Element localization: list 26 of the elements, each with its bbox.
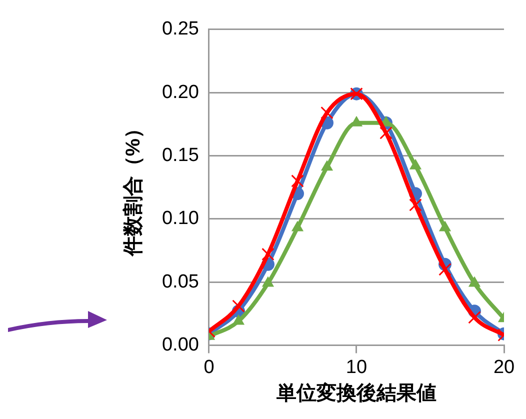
y-tick-label: 0.10 bbox=[162, 208, 199, 230]
x-tick-label: 0 bbox=[204, 356, 214, 378]
y-tick-label: 0.15 bbox=[162, 144, 199, 166]
point bbox=[468, 276, 480, 287]
point bbox=[232, 300, 245, 312]
x-tick-label: 20 bbox=[493, 356, 515, 378]
x-axis-title: 単位変換後結果値 bbox=[275, 382, 436, 405]
point bbox=[439, 221, 451, 232]
y-tick-label: 0.25 bbox=[162, 18, 199, 40]
point bbox=[262, 248, 274, 261]
point bbox=[320, 106, 334, 120]
x-tick-label: 10 bbox=[346, 356, 368, 378]
y-tick-label: 0.20 bbox=[162, 82, 199, 103]
point bbox=[291, 174, 304, 188]
point bbox=[468, 311, 481, 324]
y-axis-title: 件数割合（%） bbox=[122, 118, 145, 258]
point bbox=[292, 221, 304, 232]
y-tick-label: 0.05 bbox=[162, 271, 199, 292]
point bbox=[262, 276, 274, 287]
point bbox=[321, 160, 333, 171]
y-tick-label: 0.00 bbox=[162, 334, 199, 356]
point bbox=[410, 159, 422, 170]
point bbox=[380, 126, 392, 140]
point bbox=[438, 263, 452, 276]
point bbox=[409, 198, 422, 212]
point bbox=[232, 314, 244, 325]
